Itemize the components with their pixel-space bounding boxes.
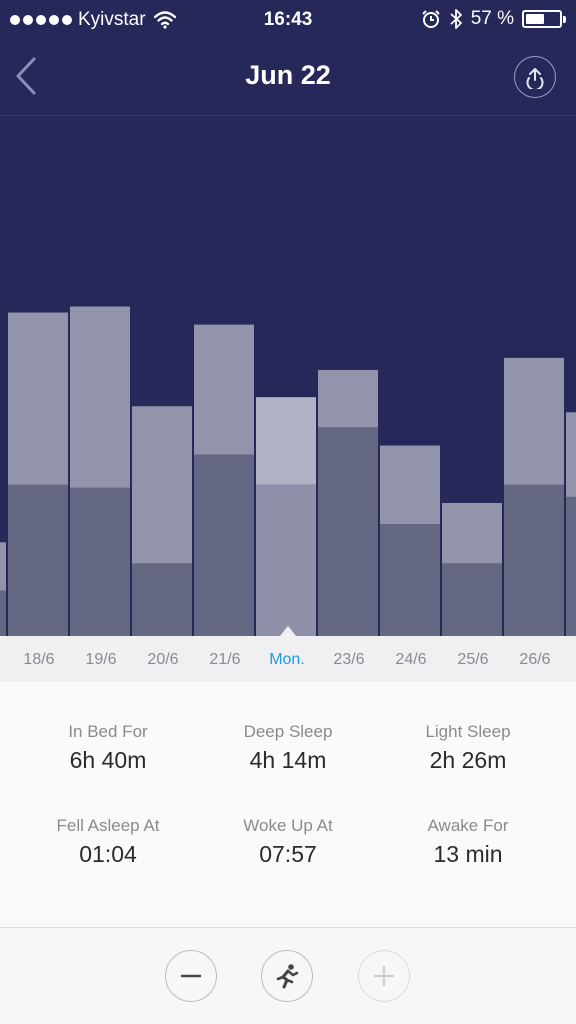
light-sleep-bar-4[interactable]	[194, 324, 254, 455]
share-button[interactable]	[514, 56, 556, 98]
deep-sleep-bar-9[interactable]	[504, 484, 564, 636]
stat-label: Woke Up At	[243, 816, 333, 835]
date-label-24[interactable]: 24/6	[395, 651, 427, 668]
increase-button[interactable]	[358, 950, 410, 1002]
stat-label: Deep Sleep	[243, 722, 333, 741]
stat-light-sleep: Light Sleep 2h 26m	[378, 722, 558, 774]
date-label-23[interactable]: 23/6	[333, 651, 365, 668]
share-upload-icon	[526, 68, 544, 89]
battery-fill	[526, 14, 545, 24]
light-sleep-bar-8[interactable]	[442, 502, 502, 564]
running-person-icon	[276, 964, 299, 989]
bottom-controls	[0, 929, 576, 1024]
decrease-button[interactable]	[165, 950, 217, 1002]
deep-sleep-bar-10[interactable]	[566, 496, 576, 636]
date-label-26[interactable]: 26/6	[519, 651, 551, 668]
stat-awake-for: Awake For 13 min	[378, 816, 558, 868]
light-sleep-bar-6[interactable]	[318, 369, 378, 428]
date-label-20[interactable]: 20/6	[147, 651, 179, 668]
alarm-icon	[421, 10, 440, 28]
battery-icon	[522, 10, 566, 28]
sleep-chart-svg	[0, 306, 576, 636]
light-sleep-bar-9[interactable]	[504, 357, 564, 485]
stat-deep-sleep: Deep Sleep 4h 14m	[198, 722, 378, 774]
status-bar: Kyivstar 16:43 57 %	[0, 0, 576, 40]
light-sleep-bar-7[interactable]	[380, 445, 440, 525]
stat-label: Awake For	[427, 816, 509, 835]
deep-sleep-bar-7[interactable]	[380, 524, 440, 636]
chevron-left-icon	[16, 57, 36, 95]
date-axis: 18/6 19/6 20/6 21/6 Mon. 23/6 24/6 25/6 …	[0, 626, 576, 682]
date-label-selected[interactable]: Mon.	[269, 651, 305, 668]
stat-value: 4h 14m	[249, 747, 327, 773]
deep-sleep-bar-2[interactable]	[70, 487, 130, 636]
stat-value: 01:04	[79, 841, 137, 867]
plus-icon	[373, 965, 395, 987]
date-label-18[interactable]: 18/6	[23, 651, 55, 668]
status-time: 16:43	[263, 9, 313, 30]
carrier-name: Kyivstar	[78, 9, 146, 30]
stat-label: In Bed For	[68, 722, 148, 741]
stat-value: 2h 26m	[429, 747, 507, 773]
deep-sleep-bar-4[interactable]	[194, 454, 254, 636]
deep-sleep-bar-0[interactable]	[0, 590, 6, 636]
light-sleep-bar-3[interactable]	[132, 406, 192, 564]
minus-icon	[180, 974, 202, 978]
activity-button[interactable]	[261, 950, 313, 1002]
deep-sleep-bar-3[interactable]	[132, 563, 192, 636]
back-button[interactable]	[12, 56, 42, 96]
stat-value: 6h 40m	[69, 747, 147, 773]
bluetooth-icon	[450, 9, 462, 29]
status-left: Kyivstar	[10, 9, 176, 31]
selected-day-pointer	[280, 626, 296, 636]
light-sleep-bar-0[interactable]	[0, 542, 6, 591]
deep-sleep-bar-6[interactable]	[318, 427, 378, 636]
signal-strength-icon	[10, 15, 72, 25]
date-label-19[interactable]: 19/6	[85, 651, 117, 668]
deep-sleep-bar-5[interactable]	[256, 484, 316, 636]
light-sleep-bar-10[interactable]	[566, 412, 576, 497]
light-sleep-bar-1[interactable]	[8, 312, 68, 485]
status-right: 57 %	[421, 8, 566, 30]
light-sleep-bar-5[interactable]	[256, 397, 316, 485]
stat-label: Light Sleep	[425, 722, 511, 741]
date-label-25[interactable]: 25/6	[457, 651, 489, 668]
deep-sleep-bar-8[interactable]	[442, 563, 502, 636]
date-label-21[interactable]: 21/6	[209, 651, 241, 668]
deep-sleep-bar-1[interactable]	[8, 484, 68, 636]
sleep-chart[interactable]	[0, 116, 576, 636]
stat-value: 13 min	[433, 841, 503, 867]
stat-fell-asleep: Fell Asleep At 01:04	[18, 816, 198, 868]
header: Jun 22	[0, 40, 576, 116]
stat-label: Fell Asleep At	[56, 816, 160, 835]
light-sleep-bar-2[interactable]	[70, 306, 130, 488]
page-title: Jun 22	[245, 60, 331, 90]
stat-value: 07:57	[259, 841, 317, 867]
sleep-stats: In Bed For 6h 40m Deep Sleep 4h 14m Ligh…	[0, 682, 576, 928]
wifi-icon	[153, 11, 176, 29]
battery-percent: 57 %	[470, 8, 514, 29]
stat-woke-up: Woke Up At 07:57	[198, 816, 378, 868]
stat-in-bed: In Bed For 6h 40m	[18, 722, 198, 774]
